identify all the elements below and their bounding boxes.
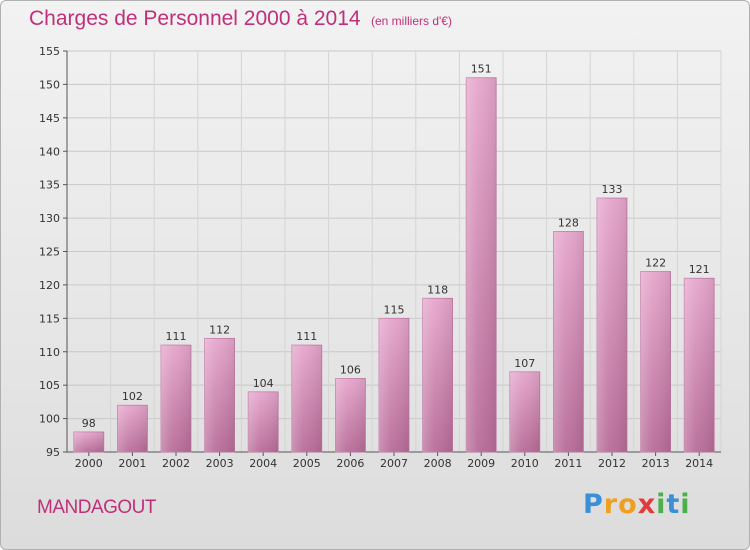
logo-letter: P — [583, 489, 604, 520]
bar-value-label: 112 — [209, 323, 230, 336]
y-tick-label: 140 — [39, 145, 60, 158]
logo-letter: i — [680, 489, 691, 520]
y-tick-label: 105 — [39, 379, 60, 392]
bar-value-label: 111 — [296, 330, 317, 343]
y-tick-label: 150 — [39, 78, 60, 91]
x-tick-label: 2003 — [206, 457, 234, 470]
logo-letter: r — [603, 489, 619, 520]
logo-letter: i — [656, 489, 667, 520]
chart-title: Charges de Personnel 2000 à 2014 — [29, 7, 361, 30]
bar-value-label: 122 — [645, 257, 666, 270]
bar-value-label: 118 — [427, 283, 448, 296]
x-tick-label: 2011 — [554, 457, 582, 470]
x-tick-label: 2006 — [336, 457, 364, 470]
bar-value-label: 106 — [340, 363, 361, 376]
bar-value-label: 111 — [166, 330, 187, 343]
bar-value-label: 98 — [82, 417, 96, 430]
bar-shine — [73, 431, 104, 452]
x-tick-label: 2005 — [293, 457, 321, 470]
y-tick-label: 120 — [39, 279, 60, 292]
bar-shine — [466, 77, 497, 452]
bar-value-label: 115 — [384, 303, 405, 316]
x-tick-label: 2001 — [118, 457, 146, 470]
logo-letter: x — [637, 489, 657, 520]
labels: 95 100 105 110 115 120 125 130 135 140 145 150 155 98… — [39, 45, 713, 470]
x-tick-label: 2013 — [642, 457, 670, 470]
x-tick-label: 2012 — [598, 457, 626, 470]
x-tick-label: 2010 — [511, 457, 539, 470]
bar-value-label: 102 — [122, 390, 143, 403]
y-tick-label: 155 — [39, 45, 60, 58]
x-tick-label: 2008 — [424, 457, 452, 470]
bar-shine — [640, 271, 671, 452]
bar-shine — [248, 391, 279, 452]
y-tick-label: 130 — [39, 212, 60, 225]
bar-shine — [335, 378, 366, 452]
bar-shine — [161, 345, 191, 452]
y-tick-label: 115 — [39, 312, 60, 325]
x-tick-label: 2007 — [380, 457, 408, 470]
y-tick-label: 110 — [39, 346, 60, 359]
bar-shine — [553, 231, 584, 452]
proxiti-logo: Proxiti — [583, 489, 691, 520]
bar-value-label: 133 — [602, 183, 623, 196]
bar-shine — [422, 298, 453, 452]
x-tick-label: 2004 — [249, 457, 277, 470]
place-name: MANDAGOUT — [37, 497, 157, 518]
bar-value-label: 107 — [514, 357, 535, 370]
y-tick-label: 145 — [39, 112, 60, 125]
bar-shine — [379, 318, 409, 452]
bar-shine — [597, 198, 627, 452]
bars — [73, 77, 715, 453]
logo-letter: t — [666, 489, 681, 520]
logo-letter: o — [618, 489, 638, 520]
y-tick-label: 135 — [39, 179, 60, 192]
bar-shine — [684, 278, 715, 452]
bar-value-label: 121 — [689, 263, 710, 276]
bar-shine — [117, 405, 148, 452]
bar-value-label: 104 — [253, 377, 274, 390]
y-tick-label: 100 — [39, 413, 60, 426]
x-tick-label: 2002 — [162, 457, 190, 470]
bar-value-label: 128 — [558, 216, 579, 229]
bar-shine — [291, 345, 322, 452]
bar-shine — [204, 338, 235, 452]
x-tick-label: 2009 — [467, 457, 495, 470]
y-tick-label: 125 — [39, 246, 60, 259]
x-tick-label: 2000 — [75, 457, 103, 470]
bar-shine — [509, 371, 540, 452]
x-tick-label: 2014 — [685, 457, 713, 470]
bar-value-label: 151 — [471, 63, 492, 76]
y-tick-label: 95 — [46, 446, 60, 459]
chart-subtitle: (en milliers d'€) — [371, 14, 452, 28]
